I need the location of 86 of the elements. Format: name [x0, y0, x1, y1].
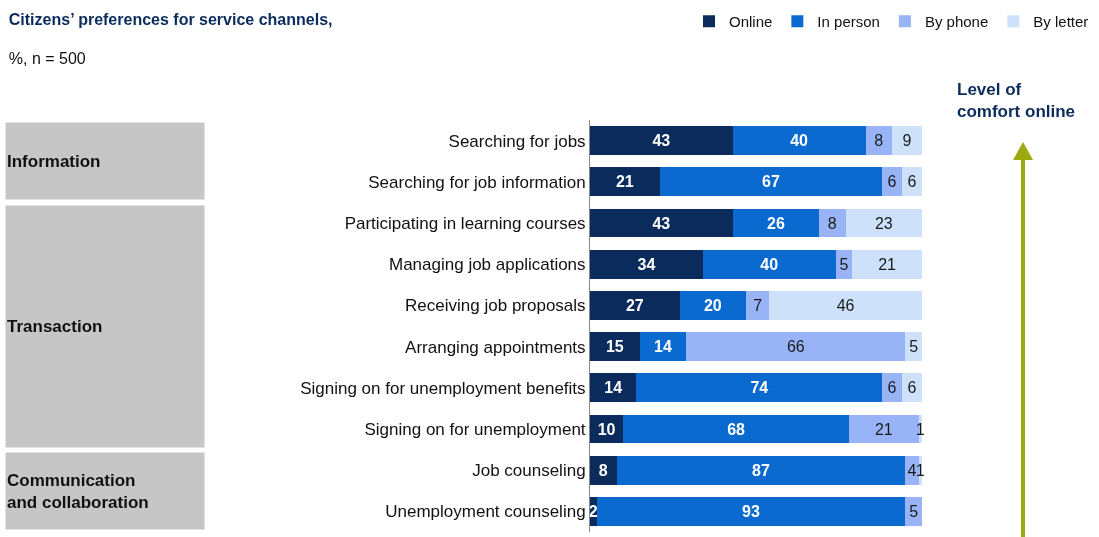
legend-label: By phone [924, 13, 989, 31]
text: %, n = 500 [8, 50, 86, 68]
data-label: 21 [874, 420, 893, 438]
bar [679, 290, 747, 320]
bar [702, 249, 836, 279]
data-label: 9 [902, 132, 912, 150]
text: Citizens’ preferences for service channels, [8, 10, 333, 28]
data-label: 23 [874, 214, 893, 232]
bar [590, 167, 660, 197]
data-label: 74 [750, 379, 769, 397]
data-label: 5 [839, 255, 849, 273]
bar [590, 373, 637, 403]
y-tick-label: Receiving job proposals [405, 296, 586, 316]
data-label: 6 [887, 379, 897, 397]
y-tick-label: Managing job applications [389, 255, 586, 275]
y-tick-label: Signing on for unemployment benefits [300, 378, 586, 398]
bar [848, 414, 919, 444]
bar [769, 290, 922, 320]
y-tick-label: Searching for jobs [448, 131, 586, 151]
bar [623, 414, 849, 444]
data-label: 8 [827, 214, 837, 232]
data-label: 1 [915, 461, 925, 479]
data-label: 66 [786, 338, 805, 356]
bar [686, 332, 906, 362]
data-label: 6 [907, 379, 917, 397]
y-tick-label: Job counseling [472, 461, 586, 481]
data-label: 40 [790, 132, 809, 150]
data-label: 15 [605, 338, 624, 356]
data-label: 6 [887, 173, 897, 191]
y-tick-label: Participating in learning courses [344, 213, 586, 233]
legend-label: In person [817, 13, 880, 31]
legend-label: Online [729, 13, 773, 31]
bar [732, 126, 866, 156]
data-label: 21 [615, 173, 634, 191]
data-label: 93 [742, 502, 760, 520]
data-label: 21 [878, 255, 897, 273]
data-label: 5 [909, 502, 919, 520]
data-label: 6 [907, 173, 917, 191]
text: Communication and collaboration [7, 470, 149, 512]
bar [659, 167, 883, 197]
data-label: 34 [637, 255, 656, 273]
bar [746, 290, 770, 320]
data-label: 10 [597, 420, 616, 438]
bar [590, 126, 733, 156]
data-label: 8 [598, 461, 608, 479]
data-label: 43 [652, 132, 671, 150]
bar [732, 208, 820, 238]
bar [590, 208, 733, 238]
bar [852, 249, 922, 279]
data-label: 14 [654, 338, 672, 356]
data-label: 2 [588, 502, 598, 520]
bar [636, 373, 883, 403]
bar [905, 496, 922, 526]
data-label: 67 [761, 173, 780, 191]
bar [639, 332, 687, 362]
data-label: 8 [874, 132, 884, 150]
bar [845, 208, 922, 238]
data-label: 26 [766, 214, 785, 232]
data-label: 14 [604, 379, 623, 397]
y-tick-label: Signing on for unemployment [364, 419, 586, 439]
data-label: 68 [727, 420, 746, 438]
data-label: 4 [907, 461, 917, 479]
bar [590, 455, 617, 485]
bar [590, 290, 680, 320]
bar [590, 249, 703, 279]
text: Information [7, 151, 101, 171]
bar [616, 455, 906, 485]
text: Transaction [7, 317, 103, 337]
y-tick-label: Unemployment counseling [385, 502, 586, 522]
y-tick-label: Searching for job information [368, 172, 586, 192]
data-label: 46 [836, 296, 855, 314]
y-tick-label: Arranging appointments [405, 337, 586, 357]
legend-label: By letter [1033, 13, 1089, 31]
data-label: 40 [760, 255, 779, 273]
bar [892, 126, 922, 156]
data-label: 7 [753, 296, 763, 314]
bar [905, 332, 922, 362]
text: Level of comfort online [957, 80, 1076, 122]
data-label: 1 [915, 420, 925, 438]
bar [596, 496, 906, 526]
data-label: 20 [703, 296, 722, 314]
data-label: 43 [652, 214, 671, 232]
data-label: 87 [752, 461, 770, 479]
bar [590, 332, 640, 362]
data-label: 5 [909, 338, 919, 356]
data-label: 27 [625, 296, 644, 314]
